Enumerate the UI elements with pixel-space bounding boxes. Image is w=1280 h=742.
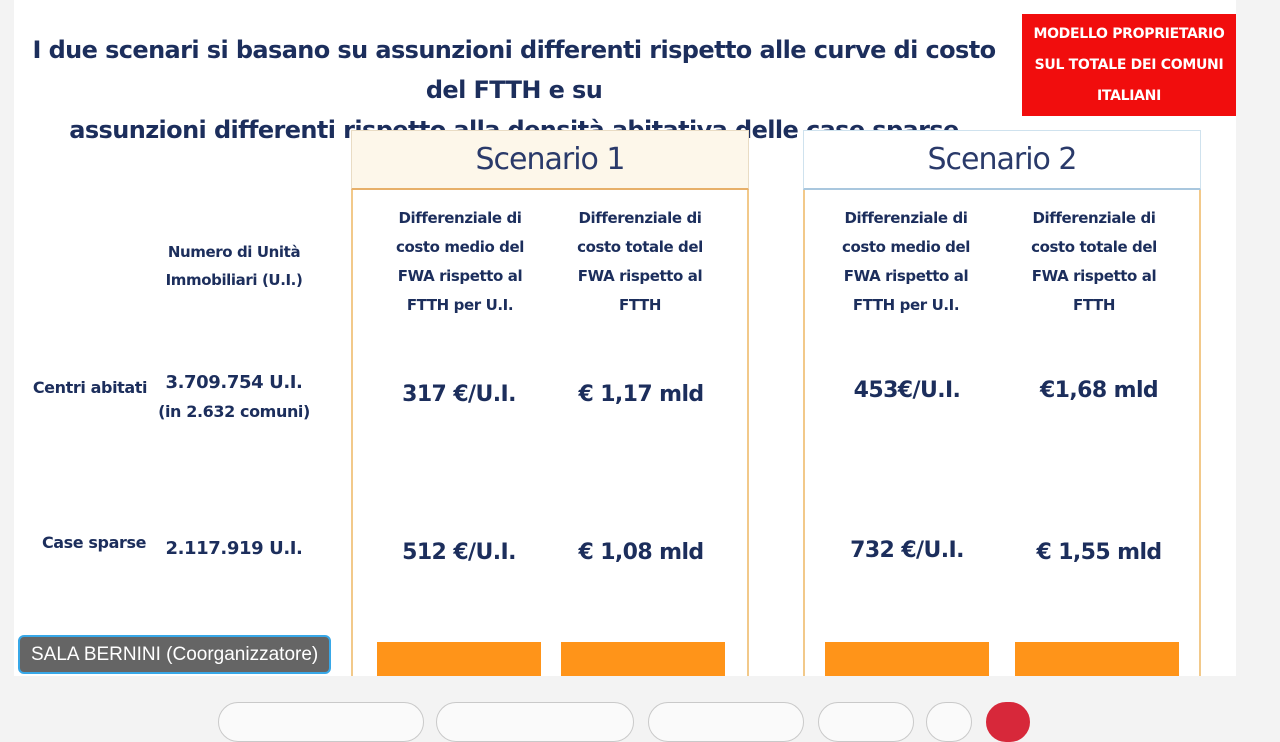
control-button-3[interactable] — [648, 702, 804, 742]
leave-call-button[interactable] — [986, 702, 1030, 742]
scenario-1-title: Scenario 1 — [351, 130, 749, 190]
scenario-2-col-avg-header: Differenziale di costo medio del FWA ris… — [841, 209, 971, 314]
scenario-1-bar-left — [377, 642, 541, 676]
scenario-2-panel: Scenario 2 Differenziale di costo medio … — [803, 130, 1201, 676]
scenario-2-title: Scenario 2 — [803, 130, 1201, 190]
model-badge: Modello proprietario sul totale dei comu… — [1022, 14, 1236, 116]
control-button-2[interactable] — [436, 702, 634, 742]
row-count-centri: 3.709.754 U.I. (in 2.632 comuni) — [158, 372, 310, 421]
scenario-2-centri-avg: 453€/U.I. — [853, 378, 961, 403]
scenario-1-centri-total: € 1,17 mld — [578, 382, 704, 407]
right-gutter — [1236, 0, 1280, 710]
scenario-2-col-total-header: Differenziale di costo totale del FWA ri… — [1031, 209, 1157, 314]
control-button-4[interactable] — [818, 702, 914, 742]
scenario-1-bar-right — [561, 642, 725, 676]
scenario-2-bar-right — [1015, 642, 1179, 676]
row-count-case: 2.117.919 U.I. — [165, 538, 303, 559]
scenario-1-centri-avg: 317 €/U.I. — [402, 382, 516, 407]
scenario-1-col-total-header: Differenziale di costo totale del FWA ri… — [577, 209, 703, 314]
scenario-1-case-total: € 1,08 mld — [578, 540, 704, 565]
scenario-1-case-avg: 512 €/U.I. — [402, 540, 516, 565]
scenario-2-bar-left — [825, 642, 989, 676]
scenario-2-case-total: € 1,55 mld — [1036, 540, 1162, 565]
control-button-1[interactable] — [218, 702, 424, 742]
scenario-2-case-avg: 732 €/U.I. — [850, 538, 964, 563]
row-header: Numero di Unità Immobiliari (U.I.) — [165, 243, 303, 289]
scenario-2-centri-total: €1,68 mld — [1039, 378, 1159, 403]
scenario-1-panel: Scenario 1 Differenziale di costo medio … — [351, 130, 749, 676]
shared-screen: I due scenari si basano su assunzioni di… — [14, 0, 1236, 676]
meeting-controls-bar — [0, 676, 1280, 742]
control-button-5[interactable] — [926, 702, 972, 742]
row-label-case: Case sparse — [41, 533, 147, 552]
row-label-centri: Centri abitati — [32, 378, 148, 397]
participant-name-tag: SALA BERNINI (Coorganizzatore) — [18, 635, 332, 674]
scenario-1-col-avg-header: Differenziale di costo medio del FWA ris… — [395, 209, 525, 314]
